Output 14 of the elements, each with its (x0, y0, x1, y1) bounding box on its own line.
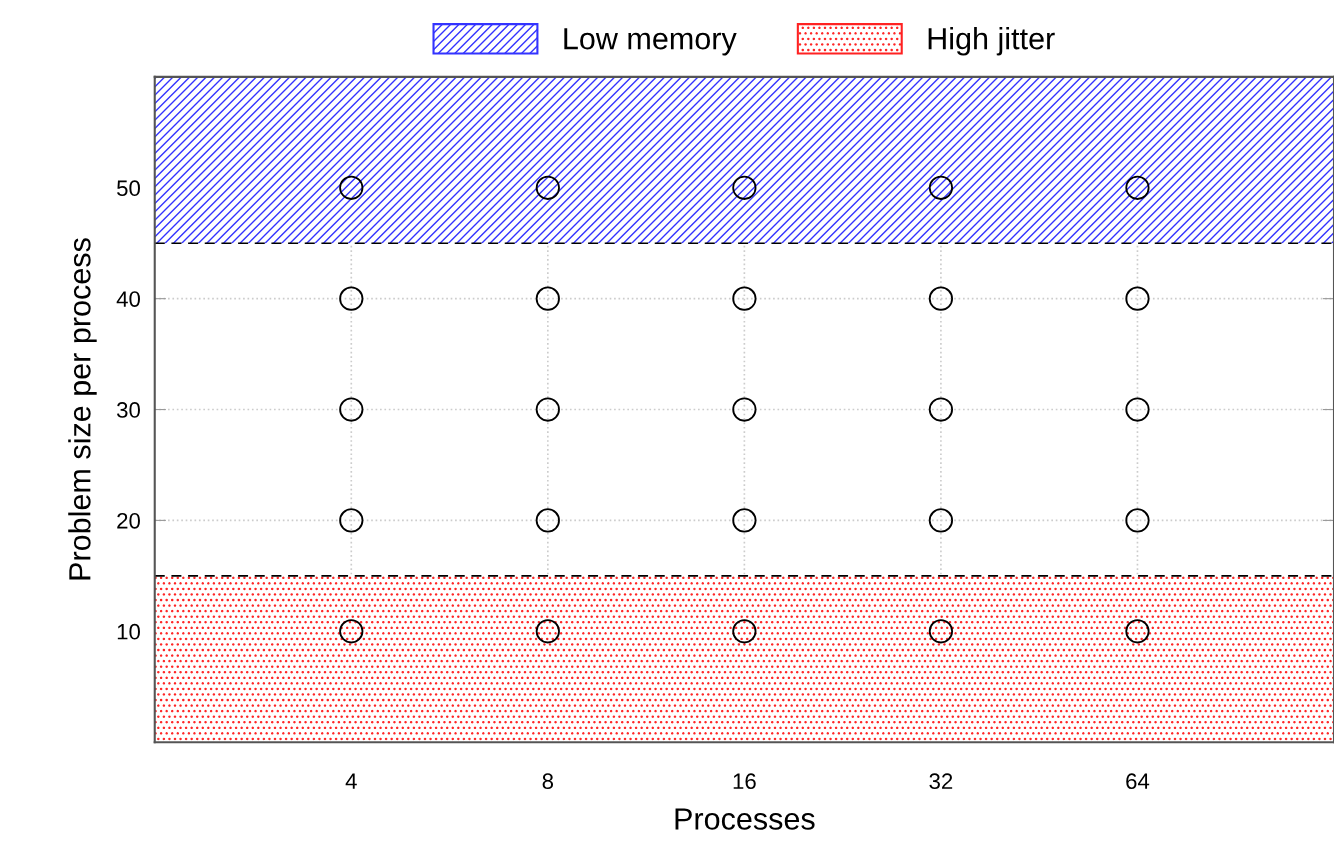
y-tick-label: 10 (117, 623, 140, 640)
y-axis-title: Problem size per process (68, 238, 97, 580)
x-tick-label: 32 (929, 773, 953, 790)
x-tick-label: 64 (1126, 773, 1150, 790)
y-tick-label: 20 (117, 512, 140, 529)
legend-label: Low memory (564, 28, 737, 56)
legend-label: High jitter (928, 27, 1055, 56)
x-axis-title: Processes (675, 808, 815, 830)
x-tick-label: 4 (345, 773, 357, 789)
x-tick-label: 16 (733, 773, 756, 790)
y-tick-label: 40 (116, 291, 140, 307)
y-tick-label: 50 (117, 180, 140, 197)
x-tick-label: 8 (542, 773, 554, 790)
y-tick-label: 30 (116, 402, 140, 418)
